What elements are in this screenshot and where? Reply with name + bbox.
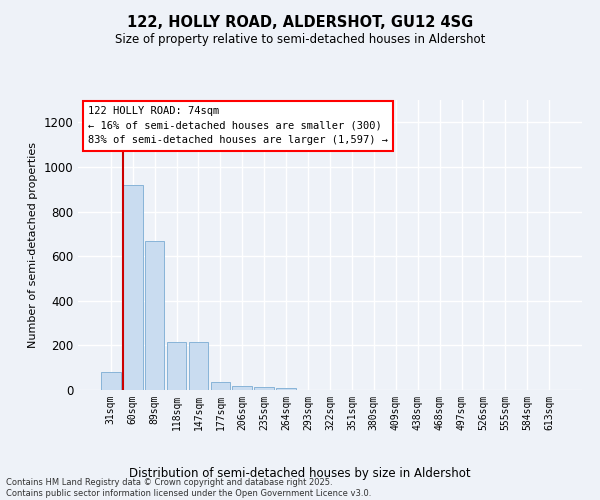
Text: Distribution of semi-detached houses by size in Aldershot: Distribution of semi-detached houses by …	[129, 467, 471, 480]
Bar	[101, 372, 121, 390]
Bar	[211, 382, 230, 390]
Text: Size of property relative to semi-detached houses in Aldershot: Size of property relative to semi-detach…	[115, 32, 485, 46]
Bar	[145, 240, 164, 390]
Bar	[232, 386, 252, 390]
Bar	[188, 342, 208, 390]
Bar	[167, 342, 187, 390]
Bar	[254, 388, 274, 390]
Bar	[123, 185, 143, 390]
Bar	[276, 388, 296, 390]
Text: Contains HM Land Registry data © Crown copyright and database right 2025.
Contai: Contains HM Land Registry data © Crown c…	[6, 478, 371, 498]
Text: 122 HOLLY ROAD: 74sqm
← 16% of semi-detached houses are smaller (300)
83% of sem: 122 HOLLY ROAD: 74sqm ← 16% of semi-deta…	[88, 106, 388, 146]
Y-axis label: Number of semi-detached properties: Number of semi-detached properties	[28, 142, 38, 348]
Text: 122, HOLLY ROAD, ALDERSHOT, GU12 4SG: 122, HOLLY ROAD, ALDERSHOT, GU12 4SG	[127, 15, 473, 30]
